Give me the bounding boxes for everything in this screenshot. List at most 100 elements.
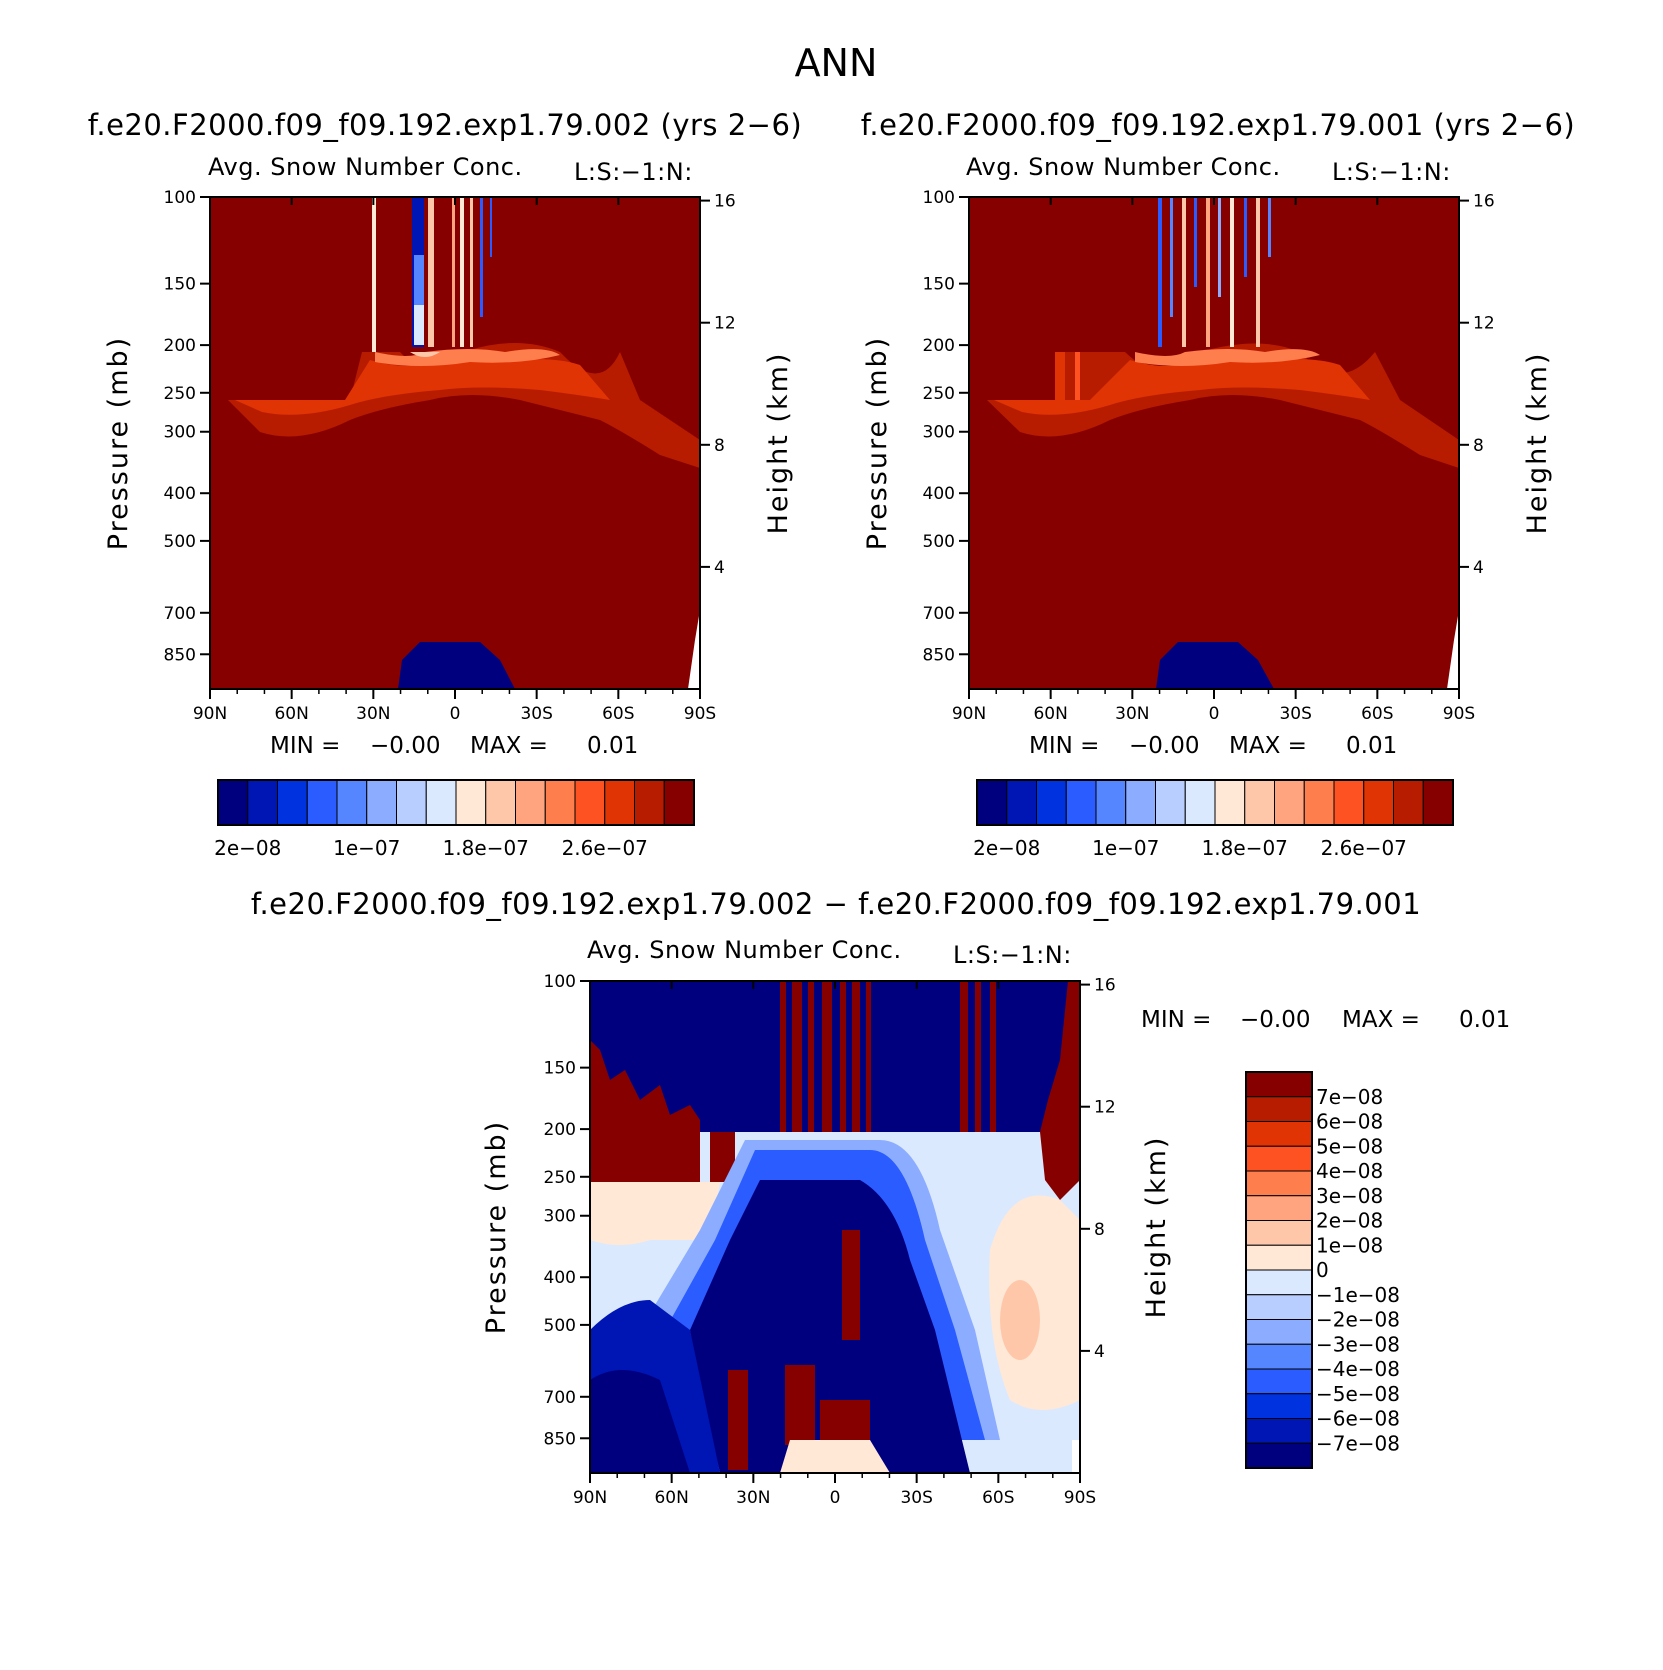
y-tick-label: 200	[544, 1120, 576, 1140]
colorbar-swatch	[1245, 1096, 1313, 1122]
y-tick-label: 400	[164, 484, 196, 504]
panel-3-max-label: MAX =	[1342, 1007, 1420, 1033]
panel-1-lower-blue-region	[398, 642, 515, 689]
panel-3-red-column	[842, 1230, 860, 1340]
panel-2-axes: 100 150 200 250 300 400 500 700 850 16 12 8 4 90N 60N 3…	[923, 188, 1495, 724]
x-tick-label: 60N	[1033, 704, 1067, 724]
colorbar-frame	[217, 779, 695, 826]
panel-3-missing-data	[1072, 1440, 1080, 1473]
panel-2-missing-data	[1447, 610, 1459, 689]
colorbar-swatch	[1245, 1393, 1313, 1419]
panel-2-streak	[1244, 197, 1247, 277]
panel-2-y2-axis-label: Height (km)	[1522, 352, 1553, 535]
y-tick-label: 150	[164, 275, 196, 295]
y-tick-label: 700	[923, 604, 955, 624]
panel-3-streak	[808, 981, 814, 1132]
x-tick-label: 30S	[1279, 704, 1311, 724]
colorbar-swatch	[1245, 1220, 1313, 1246]
colorbar-swatch	[1245, 1343, 1313, 1370]
panel-1-max-label: MAX =	[470, 733, 548, 759]
panel-1: f.e20.F2000.f09_f09.192.exp1.79.002 (yrs…	[88, 108, 802, 860]
panel-1-streak	[452, 197, 455, 347]
colorbar-label: 1.8e−07	[1202, 836, 1288, 860]
colorbar-label: −3e−08	[1316, 1332, 1400, 1356]
x-tick-label: 60N	[274, 704, 308, 724]
colorbar-swatch	[1065, 779, 1097, 826]
colorbar-swatch	[604, 779, 635, 826]
panel-2: f.e20.F2000.f09_f09.192.exp1.79.001 (yrs…	[861, 108, 1576, 860]
panel-1-variable-title: Avg. Snow Number Conc.	[208, 153, 523, 181]
colorbar-swatch	[1245, 1442, 1313, 1469]
y2-tick-label: 16	[1473, 192, 1495, 212]
colorbar-swatch	[574, 779, 606, 826]
colorbar-swatch	[1303, 779, 1335, 826]
y-tick-label: 150	[923, 275, 955, 295]
colorbar-label: 6e−08	[1316, 1110, 1383, 1134]
panel-3-max-value: 0.01	[1459, 1007, 1510, 1033]
y-tick-label: 200	[923, 336, 955, 356]
x-tick-label: 60S	[1361, 704, 1393, 724]
colorbar-label: 0	[1316, 1258, 1329, 1282]
colorbar-label: 2e−08	[214, 836, 281, 860]
colorbar-swatch	[1245, 1269, 1313, 1296]
colorbar-swatch	[1245, 1244, 1313, 1271]
y2-tick-label: 16	[1094, 976, 1116, 996]
y2-tick-label: 4	[714, 558, 725, 578]
colorbar-label: 2.6e−07	[562, 836, 648, 860]
panel-1-axes: 100 150 200 250 300 400 500 700 850 16 12 8 4 90N 60N 3…	[164, 188, 736, 724]
panel-1-min-label: MIN =	[270, 733, 340, 759]
y2-tick-label: 8	[714, 436, 725, 456]
colorbar-label: 2e−08	[973, 836, 1040, 860]
panel-2-streak	[1075, 352, 1080, 400]
colorbar-label: −7e−08	[1316, 1431, 1400, 1455]
panel-1-y-axis-label: Pressure (mb)	[103, 336, 134, 550]
panel-1-streak	[372, 197, 376, 352]
panel-1-colorbar: 2e−08 1e−07 1.8e−07 2.6e−07	[214, 779, 695, 860]
colorbar-swatch	[396, 779, 427, 826]
panel-1-streak	[414, 305, 424, 345]
panel-2-colorbar: 2e−08 1e−07 1.8e−07 2.6e−07	[973, 779, 1454, 860]
y-tick-label: 150	[544, 1059, 576, 1079]
x-tick-label: 60S	[602, 704, 634, 724]
y2-tick-label: 4	[1094, 1342, 1105, 1362]
panel-1-band-pale	[410, 352, 440, 357]
panel-3-y2-axis-label: Height (km)	[1141, 1136, 1172, 1319]
colorbar-label: 4e−08	[1316, 1159, 1383, 1183]
colorbar-swatch	[1214, 779, 1246, 826]
y-tick-label: 100	[544, 972, 576, 992]
panel-3-red-patch	[785, 1365, 815, 1445]
panel-3-blue-core	[690, 1180, 970, 1473]
x-tick-label: 30N	[356, 704, 390, 724]
colorbar-swatch	[1245, 1170, 1313, 1197]
colorbar-swatch	[247, 779, 278, 826]
panel-2-streak	[1170, 197, 1173, 317]
panel-3-red-patch	[820, 1400, 870, 1440]
colorbar-swatch	[277, 779, 308, 826]
y-tick-label: 100	[164, 188, 196, 208]
panel-3-min-label: MIN =	[1141, 1007, 1211, 1033]
colorbar-swatch	[485, 779, 516, 826]
y2-tick-label: 12	[1094, 1098, 1116, 1118]
panel-3-y-axis-label: Pressure (mb)	[481, 1120, 512, 1334]
y-tick-label: 500	[923, 532, 955, 552]
y-tick-label: 250	[923, 384, 955, 404]
panel-2-min-value: −0.00	[1129, 733, 1199, 759]
x-tick-label: 90S	[684, 704, 716, 724]
colorbar-swatch	[1125, 779, 1156, 826]
colorbar-swatch	[1245, 1319, 1313, 1345]
panel-2-band-mid	[994, 356, 1370, 415]
panel-3-streak	[975, 981, 981, 1132]
colorbar-label: 1e−07	[333, 836, 400, 860]
y-tick-label: 850	[164, 645, 196, 665]
y2-tick-label: 12	[1473, 314, 1495, 334]
panel-1-max-value: 0.01	[587, 733, 638, 759]
panel-3-peach-dome	[780, 1440, 890, 1473]
colorbar-label: 1.8e−07	[443, 836, 529, 860]
panel-3-plot-field	[590, 981, 1080, 1473]
colorbar-swatch	[1245, 1121, 1313, 1147]
y-tick-label: 850	[923, 645, 955, 665]
colorbar-swatch	[425, 779, 457, 826]
panel-2-case-title: f.e20.F2000.f09_f09.192.exp1.79.001 (yrs…	[861, 108, 1576, 142]
colorbar-label: 1e−07	[1092, 836, 1159, 860]
